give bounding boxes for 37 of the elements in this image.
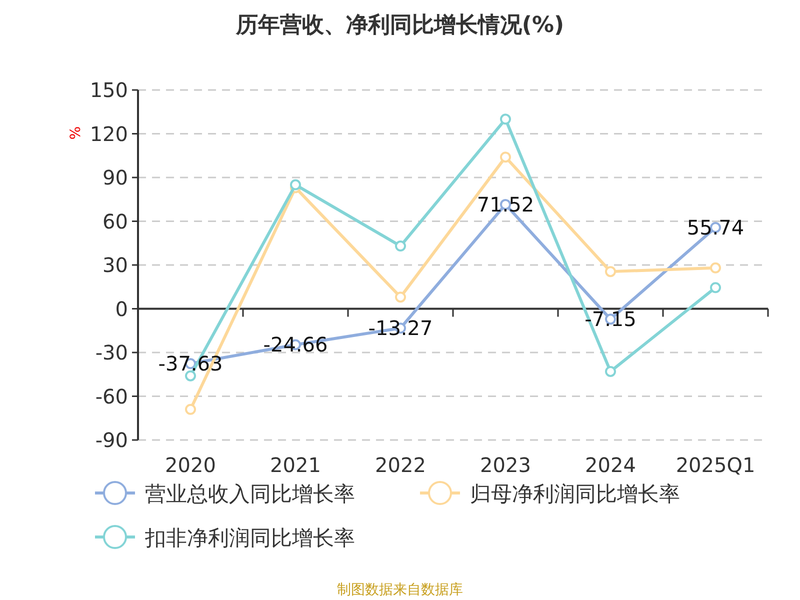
text: -37.63 <box>158 352 223 376</box>
point <box>500 152 511 163</box>
x-tick-label: 2024 <box>585 453 636 477</box>
text: -7.15 <box>584 307 636 332</box>
x-tick-label: 2022 <box>375 453 426 477</box>
y-tick-label: -90 <box>95 428 128 452</box>
y-tick-label: -30 <box>95 340 128 364</box>
legend-label: 归母净利润同比增长率 <box>470 482 680 506</box>
y-tick-label: 150 <box>90 78 128 102</box>
text: -13.27 <box>368 316 433 340</box>
point <box>395 292 406 303</box>
legend-label: 扣非净利润同比增长率 <box>144 526 355 550</box>
text: -24.66 <box>263 332 328 357</box>
ylabel: % <box>68 126 84 140</box>
x-tick-label: 2021 <box>270 453 321 477</box>
point <box>710 262 721 274</box>
point <box>290 179 301 190</box>
y-tick-label: 90 <box>102 166 128 190</box>
text: 55.74 <box>686 215 744 240</box>
point <box>605 266 616 278</box>
point <box>710 282 721 294</box>
point <box>185 404 196 415</box>
point <box>395 240 406 252</box>
x-tick-label: 2020 <box>165 453 216 477</box>
y-tick-label: 0 <box>115 296 128 321</box>
y-tick-label: -60 <box>95 384 128 408</box>
point <box>185 370 196 382</box>
y-tick-label: 30 <box>102 253 128 277</box>
x-tick-label: 2023 <box>480 453 531 477</box>
x-tick-label: 2025Q1 <box>676 453 756 477</box>
y-tick-label: 60 <box>102 209 128 234</box>
point <box>500 114 511 125</box>
title: 历年营收、净利同比增长情况(%) <box>236 13 564 38</box>
point <box>605 366 616 377</box>
text: 71.52 <box>476 192 534 216</box>
y-tick-label: 120 <box>90 122 128 146</box>
legend-label: 营业总收入同比增长率 <box>145 482 355 506</box>
